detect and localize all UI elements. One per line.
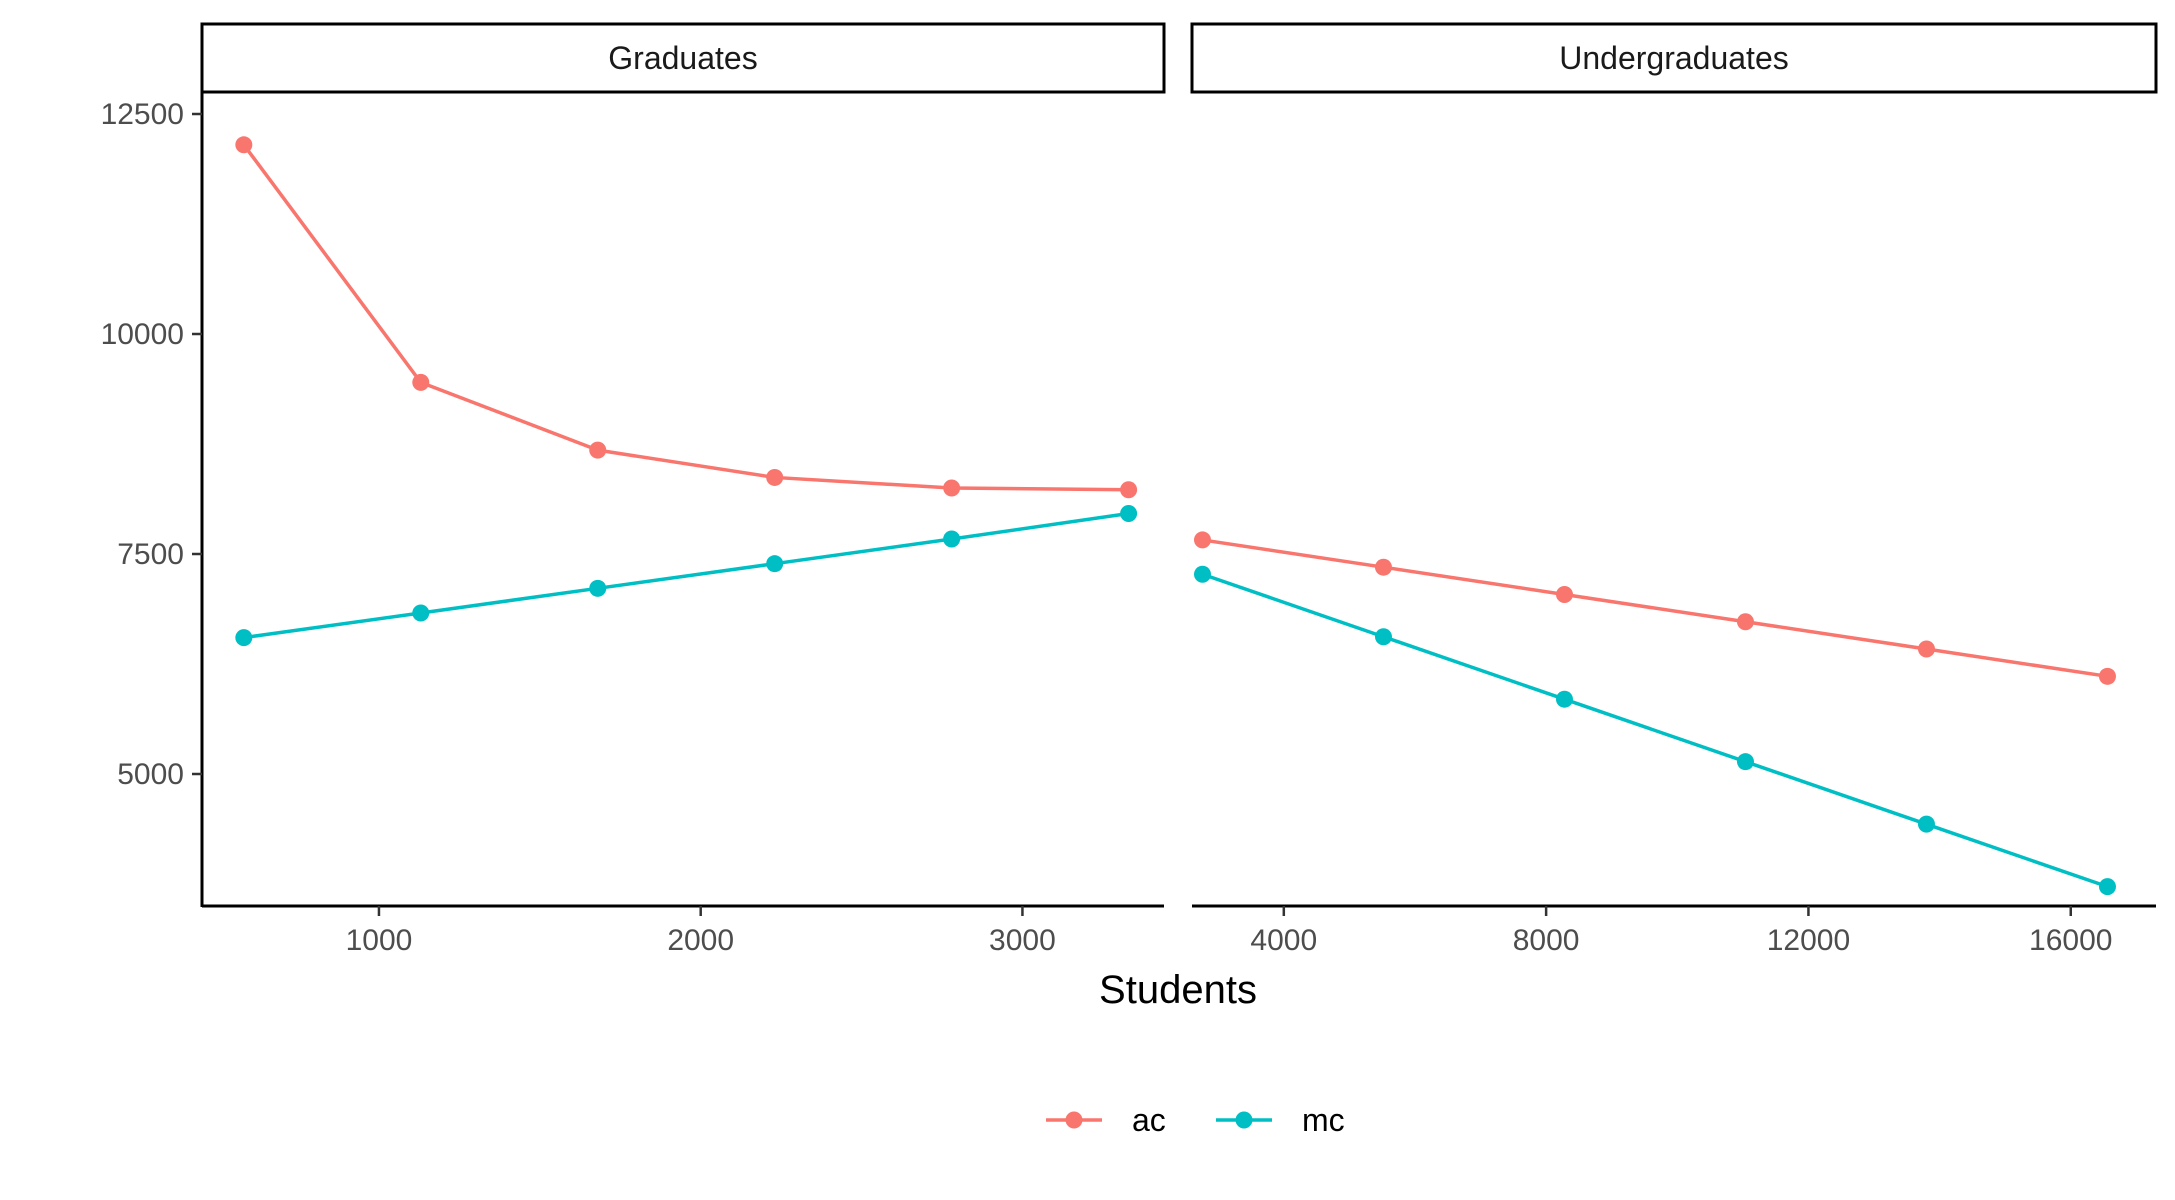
data-point-ac	[412, 373, 430, 391]
data-point-ac	[1917, 640, 1935, 658]
data-point-mc	[412, 604, 430, 622]
x-tick-label: 12000	[1767, 924, 1850, 957]
data-point-ac	[235, 136, 253, 154]
series-line-ac	[1202, 538, 2108, 679]
legend: ac mc	[1046, 1102, 1345, 1138]
x-tick-label: 8000	[1513, 924, 1580, 957]
data-point-ac	[1736, 613, 1754, 631]
data-point-mc	[2098, 878, 2116, 896]
data-point-ac	[1120, 481, 1138, 499]
x-tick-label: 3000	[989, 924, 1056, 957]
x-tick-label: 1000	[346, 924, 413, 957]
data-point-mc	[1555, 690, 1573, 708]
legend-key-point	[1065, 1111, 1083, 1129]
data-point-ac	[1555, 585, 1573, 603]
y-tick-label: 7500	[117, 538, 184, 571]
panel-undergraduates: Undergraduates 4000 8000 12000 16000	[1190, 22, 2158, 957]
facet-strip	[1190, 22, 2158, 94]
x-axis-title: Students	[1099, 968, 1257, 1012]
legend-label: mc	[1302, 1102, 1345, 1138]
legend-item-ac: ac	[1046, 1102, 1166, 1138]
data-point-ac	[589, 441, 607, 459]
facet-title: Graduates	[608, 40, 757, 76]
data-point-mc	[766, 555, 784, 573]
legend-key-point	[1235, 1111, 1253, 1129]
data-point-mc	[1120, 505, 1138, 523]
data-point-mc	[1736, 753, 1754, 771]
x-tick-label: 16000	[2029, 924, 2112, 957]
legend-label: ac	[1132, 1102, 1166, 1138]
facet-title: Undergraduates	[1559, 40, 1788, 76]
data-point-mc	[943, 530, 961, 548]
panels: Graduates 1000 2000 3000 Undergraduates 4000 8…	[200, 22, 2158, 957]
y-axis: 5000 7500 10000 12500	[101, 90, 204, 907]
legend-item-mc: mc	[1216, 1102, 1345, 1138]
x-tick-label: 4000	[1250, 924, 1317, 957]
data-point-mc	[1917, 815, 1935, 833]
facet-strip	[200, 22, 1166, 94]
data-point-mc	[1193, 565, 1211, 583]
series-line-mc	[1201, 572, 2109, 889]
data-point-mc	[235, 629, 253, 647]
y-tick-label: 5000	[117, 758, 184, 791]
data-point-ac	[943, 479, 961, 497]
series-line-ac	[242, 143, 1129, 492]
data-point-ac	[1193, 531, 1211, 549]
data-point-ac	[1374, 558, 1392, 576]
panel-graduates: Graduates 1000 2000 3000	[200, 22, 1166, 957]
data-point-ac	[2098, 667, 2116, 685]
data-point-mc	[589, 579, 607, 597]
y-tick-label: 12500	[101, 98, 184, 131]
y-tick-label: 10000	[101, 318, 184, 351]
data-point-mc	[1374, 628, 1392, 646]
series-line-mc	[243, 511, 1129, 640]
x-tick-label: 2000	[667, 924, 734, 957]
data-point-ac	[766, 468, 784, 486]
